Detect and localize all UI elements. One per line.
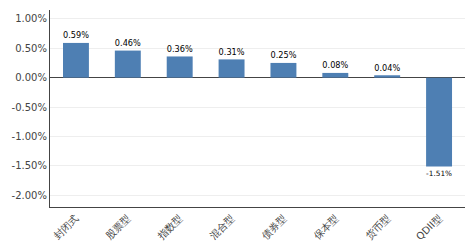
svg-text:0.36%: 0.36% [167,44,193,54]
svg-text:0.46%: 0.46% [115,38,141,48]
svg-text:债券型: 债券型 [259,212,288,241]
svg-text:股票型: 股票型 [104,212,133,241]
svg-text:货币型: 货币型 [363,212,392,241]
svg-text:0.08%: 0.08% [322,60,348,70]
svg-text:封闭式: 封闭式 [52,212,81,241]
svg-text:混合型: 混合型 [208,212,237,241]
svg-text:保本型: 保本型 [311,212,340,241]
svg-text:0.59%: 0.59% [63,30,89,40]
svg-text:-1.50%: -1.50% [12,160,47,171]
svg-text:指数型: 指数型 [155,212,185,242]
svg-text:0.04%: 0.04% [374,63,400,73]
svg-text:1.00%: 1.00% [15,13,47,24]
svg-text:-2.00%: -2.00% [12,190,47,201]
svg-text:-1.00%: -1.00% [12,131,47,142]
svg-text:-0.50%: -0.50% [12,102,47,113]
svg-text:0.50%: 0.50% [15,43,47,54]
svg-text:0.25%: 0.25% [270,50,296,60]
svg-text:0.31%: 0.31% [219,47,245,57]
svg-text:0.00%: 0.00% [15,72,47,83]
svg-text:-1.51%: -1.51% [426,169,452,178]
svg-text:QDII型: QDII型 [414,212,444,242]
